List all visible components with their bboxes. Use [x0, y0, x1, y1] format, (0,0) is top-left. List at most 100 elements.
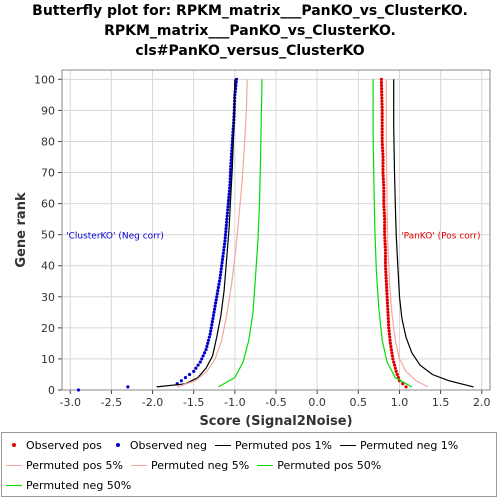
- x-tick-label: 1.5: [432, 396, 450, 409]
- series-point-observed-neg: [227, 189, 231, 193]
- series-point-observed-pos: [391, 357, 395, 361]
- series-point-observed-neg: [209, 326, 213, 330]
- legend-label: Observed neg: [129, 438, 208, 452]
- series-line-permuted-pos-1: [393, 79, 474, 388]
- x-tick-label: -1.5: [183, 396, 204, 409]
- series-point-observed-pos: [389, 344, 393, 349]
- series-point-observed-neg: [187, 372, 192, 377]
- series-point-observed-pos: [380, 127, 384, 131]
- series-point-observed-pos: [384, 267, 388, 271]
- legend-row-1: Observed pos Observed neg Permuted pos 1…: [6, 436, 466, 454]
- y-tick-label: 10: [41, 353, 55, 366]
- series-point-observed-pos: [390, 354, 394, 358]
- y-tick-label: 40: [41, 260, 55, 273]
- series-point-observed-neg: [210, 320, 214, 324]
- series-point-observed-pos: [385, 301, 390, 305]
- series-point-observed-pos: [382, 195, 386, 199]
- series-point-observed-pos: [380, 133, 384, 137]
- y-tick-label: 80: [41, 135, 55, 148]
- series-point-observed-pos: [382, 192, 386, 196]
- series-point-observed-neg: [225, 214, 229, 218]
- series-point-observed-neg: [218, 273, 223, 277]
- series-point-observed-pos: [382, 189, 386, 193]
- series-point-observed-neg: [207, 335, 211, 339]
- series-point-observed-pos: [381, 149, 385, 153]
- series-point-observed-pos: [385, 285, 389, 290]
- series-point-observed-pos: [393, 366, 397, 370]
- series-point-observed-neg: [226, 205, 230, 209]
- y-tick-label: 50: [41, 229, 55, 242]
- y-tick-label: 20: [41, 322, 55, 335]
- series-point-observed-neg: [226, 208, 230, 212]
- series-point-observed-neg: [228, 180, 232, 184]
- series-point-observed-pos: [404, 385, 408, 389]
- series-point-observed-neg: [218, 276, 222, 280]
- series-point-observed-pos: [383, 229, 387, 234]
- legend-item-permuted-pos-1: Permuted pos 1%: [215, 439, 332, 452]
- annotation-neg-corr: 'ClusterKO' (Neg corr): [66, 232, 164, 242]
- series-point-observed-neg: [222, 242, 227, 246]
- legend-label: Permuted neg 5%: [150, 458, 250, 472]
- series-point-observed-pos: [381, 177, 385, 181]
- series-point-observed-neg: [223, 233, 228, 237]
- series-point-observed-neg: [206, 338, 211, 342]
- series-point-observed-pos: [383, 242, 387, 246]
- series-point-observed-pos: [381, 170, 385, 175]
- series-point-observed-neg: [228, 177, 232, 181]
- series-point-observed-neg: [227, 195, 231, 199]
- series-point-observed-pos: [380, 90, 384, 94]
- series-point-observed-pos: [382, 198, 386, 203]
- legend-label: Permuted neg 50%: [26, 478, 132, 492]
- series-point-observed-pos: [385, 288, 389, 293]
- series-point-observed-pos: [387, 326, 391, 330]
- series-point-observed-neg: [211, 316, 215, 321]
- series-point-observed-neg: [198, 360, 202, 364]
- legend-item-permuted-neg-5: Permuted neg 5%: [130, 458, 250, 472]
- y-tick-label: 90: [41, 104, 55, 117]
- series-point-observed-neg: [215, 292, 219, 296]
- series-point-observed-neg: [221, 254, 225, 259]
- series-point-observed-neg: [226, 198, 231, 203]
- series-point-observed-neg: [222, 248, 226, 252]
- series-point-observed-neg: [228, 170, 233, 175]
- series-point-observed-pos: [384, 279, 388, 283]
- series-point-observed-neg: [234, 77, 239, 81]
- legend-item-permuted-neg-50: Permuted neg 50%: [6, 479, 131, 492]
- series-line-permuted-neg-50: [218, 79, 263, 388]
- y-tick-label: 0: [48, 384, 55, 397]
- series-point-observed-neg: [234, 80, 238, 85]
- series-point-observed-pos: [387, 332, 392, 336]
- series-point-observed-neg: [212, 307, 217, 311]
- legend-symbol: [340, 439, 356, 451]
- legend-symbol: [6, 439, 22, 451]
- series-point-observed-neg: [225, 211, 230, 215]
- series-point-observed-pos: [386, 307, 390, 311]
- series-point-observed-pos: [380, 108, 384, 112]
- series-point-observed-pos: [382, 211, 386, 215]
- y-tick-label: 70: [41, 167, 55, 180]
- series-point-observed-pos: [380, 136, 384, 140]
- series-point-observed-pos: [380, 130, 384, 134]
- series-point-observed-pos: [386, 323, 391, 327]
- series-point-observed-neg: [229, 164, 233, 168]
- series-point-observed-neg: [208, 332, 212, 336]
- series-point-observed-pos: [379, 77, 383, 81]
- plot-border: [61, 69, 491, 391]
- series-line-permuted-pos-5: [385, 79, 429, 388]
- series-point-observed-pos: [385, 295, 389, 299]
- series-point-observed-neg: [206, 341, 210, 345]
- series-point-observed-pos: [383, 261, 388, 265]
- series-point-observed-pos: [388, 338, 392, 342]
- series-point-observed-pos: [395, 372, 399, 377]
- y-axis-label: Gene rank: [14, 192, 29, 268]
- series-point-observed-neg: [219, 270, 223, 274]
- series-point-observed-neg: [196, 363, 200, 367]
- series-point-observed-pos: [383, 254, 388, 259]
- series-point-observed-neg: [228, 183, 232, 187]
- y-tick-label: 100: [34, 73, 55, 86]
- series-point-observed-pos: [382, 205, 386, 209]
- series-point-observed-pos: [382, 214, 387, 218]
- series-point-observed-neg: [210, 323, 214, 327]
- series-point-observed-pos: [380, 124, 384, 128]
- series-point-observed-pos: [380, 121, 384, 125]
